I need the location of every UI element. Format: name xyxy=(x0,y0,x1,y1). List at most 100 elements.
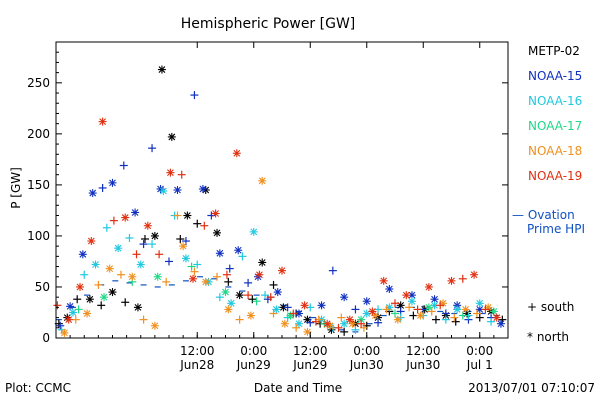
point-noaa-16-37 xyxy=(475,299,484,308)
legend-ovation-line2: Prime HPI xyxy=(527,222,585,236)
y-tick-label-200: 200 xyxy=(27,127,50,141)
legend-entry-noaa-19: NOAA-19 xyxy=(528,169,582,183)
point-metp-02-13-d2 xyxy=(183,212,191,219)
point-metp-02-3-d2 xyxy=(86,295,94,303)
point-noaa-18-17 xyxy=(246,311,255,320)
point-noaa-19-6-d2 xyxy=(121,214,129,221)
point-noaa-19-8 xyxy=(143,221,152,230)
point-noaa-18-0 xyxy=(60,328,69,337)
point-noaa-15-14 xyxy=(190,91,199,100)
point-noaa-16-1 xyxy=(68,308,77,317)
point-noaa-16-11 xyxy=(181,254,190,263)
point-noaa-15-12-d2 xyxy=(174,186,181,194)
point-noaa-15-24 xyxy=(283,303,292,312)
point-noaa-17-5-d2 xyxy=(222,288,229,296)
point-noaa-19-5 xyxy=(109,216,118,225)
point-noaa-15-18 xyxy=(225,264,234,273)
point-noaa-19-39 xyxy=(492,313,501,322)
point-metp-02-5 xyxy=(108,288,117,297)
point-noaa-15-9 xyxy=(148,144,157,153)
point-noaa-18-13-d2 xyxy=(202,278,210,286)
point-noaa-16-34 xyxy=(441,315,450,324)
point-noaa-18-25 xyxy=(337,313,346,322)
point-noaa-19-35-d2 xyxy=(448,277,455,285)
point-noaa-15-17-d2 xyxy=(216,249,224,257)
point-noaa-15-2 xyxy=(78,250,87,259)
point-metp-02-11 xyxy=(167,132,176,141)
point-noaa-18-36 xyxy=(461,305,470,314)
point-noaa-19-31 xyxy=(402,291,411,300)
point-noaa-19-34 xyxy=(436,301,445,310)
point-noaa-19-22-d2 xyxy=(301,301,308,309)
point-noaa-18-37 xyxy=(472,309,481,318)
point-noaa-15-7-d2 xyxy=(131,209,139,216)
point-noaa-18-15 xyxy=(224,305,233,314)
point-noaa-16-3-d2 xyxy=(92,261,99,268)
point-noaa-15-31-d2 xyxy=(363,297,371,305)
point-noaa-19-24 xyxy=(323,319,332,328)
point-metp-02-35 xyxy=(431,315,440,324)
point-noaa-16-15-d2 xyxy=(227,299,235,307)
point-noaa-19-32 xyxy=(413,305,422,314)
point-metp-02-2 xyxy=(73,295,82,304)
point-noaa-15-19-d2 xyxy=(234,246,242,254)
point-noaa-18-16 xyxy=(235,315,244,324)
x-tick-label-time-1: 0:00 xyxy=(240,344,267,358)
x-tick-label-time-3: 0:00 xyxy=(353,344,380,358)
point-noaa-18-28-d2 xyxy=(371,312,379,319)
point-noaa-19-14-d2 xyxy=(212,210,220,217)
point-noaa-18-6 xyxy=(128,272,137,281)
point-metp-02-14 xyxy=(193,219,202,228)
point-metp-02-20-d2 xyxy=(258,259,266,266)
point-noaa-15-33-d2 xyxy=(385,285,393,293)
point-metp-02-30-d2 xyxy=(374,314,382,321)
x-tick-label-date-1: Jun29 xyxy=(236,358,271,372)
point-noaa-16-16 xyxy=(238,252,247,261)
point-metp-02-16 xyxy=(213,228,222,237)
series-noaa-17 xyxy=(74,262,498,328)
point-noaa-19-36 xyxy=(458,274,467,283)
point-noaa-19-26 xyxy=(345,315,354,324)
point-noaa-16-35-d2 xyxy=(453,306,461,313)
point-noaa-19-11 xyxy=(177,170,186,179)
x-tick-label-time-0: 12:00 xyxy=(180,344,215,358)
point-noaa-19-33-d2 xyxy=(425,283,433,291)
point-metp-02-32-d2 xyxy=(397,301,405,309)
point-noaa-15-41-d2 xyxy=(476,306,484,313)
point-noaa-19-25 xyxy=(334,323,343,332)
point-noaa-19-19 xyxy=(266,293,275,302)
point-noaa-16-9 xyxy=(159,187,168,196)
point-noaa-18-26 xyxy=(348,319,357,328)
point-noaa-18-15-d2 xyxy=(224,306,232,313)
point-noaa-19-10-d2 xyxy=(167,169,174,177)
point-metp-02-5-d2 xyxy=(109,288,116,296)
point-metp-02-10 xyxy=(157,65,166,74)
point-noaa-17-3 xyxy=(153,272,162,281)
point-noaa-15-0 xyxy=(56,321,65,330)
point-metp-02-24-d2 xyxy=(304,316,311,324)
point-noaa-15-17 xyxy=(215,249,224,258)
point-noaa-19-1-d2 xyxy=(65,316,73,324)
point-noaa-15-23 xyxy=(273,288,282,297)
point-noaa-19-28 xyxy=(368,307,377,316)
point-noaa-15-20 xyxy=(244,278,253,287)
point-noaa-19-8-d2 xyxy=(144,222,152,230)
legend-entry-noaa-15: NOAA-15 xyxy=(528,69,582,83)
point-noaa-15-3 xyxy=(88,189,97,198)
point-noaa-19-38 xyxy=(481,305,490,314)
point-noaa-19-16-d2 xyxy=(233,149,241,157)
point-noaa-19-23 xyxy=(311,317,320,326)
point-noaa-15-1-d2 xyxy=(66,302,74,310)
legend-entry-noaa-17: NOAA-17 xyxy=(528,119,582,133)
point-noaa-16-9-d2 xyxy=(159,187,167,195)
point-noaa-19-35 xyxy=(447,276,456,285)
point-metp-02-10-d2 xyxy=(158,66,166,73)
point-noaa-18-7 xyxy=(139,315,148,324)
point-noaa-15-4 xyxy=(98,183,107,192)
point-noaa-15-6 xyxy=(119,161,128,170)
point-noaa-18-35 xyxy=(450,313,459,322)
plot-layer xyxy=(53,65,507,337)
point-noaa-18-19 xyxy=(269,309,278,318)
point-noaa-15-5-d2 xyxy=(109,179,116,187)
point-noaa-18-0-d2 xyxy=(61,329,68,337)
